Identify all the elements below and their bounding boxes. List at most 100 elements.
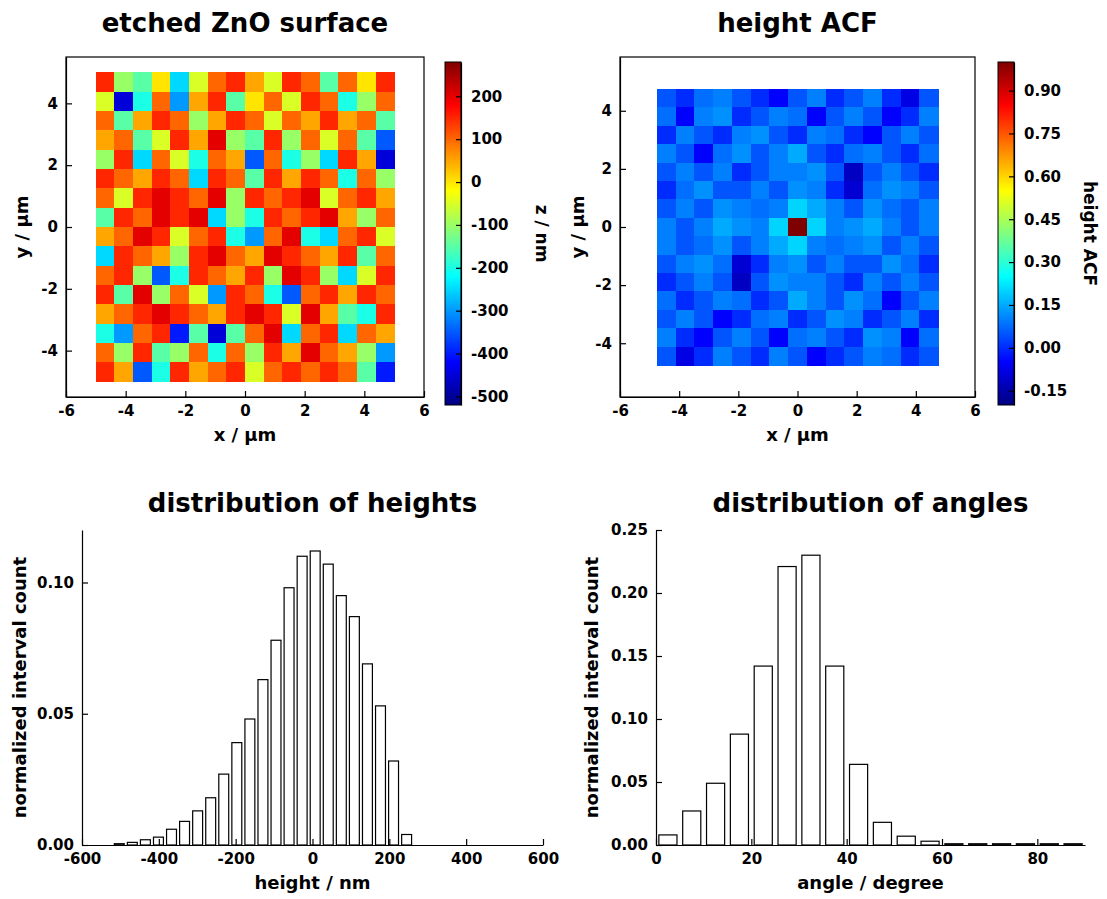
heatmap-cell <box>657 273 676 292</box>
heatmap-cell <box>826 126 845 145</box>
tick-label: 4 <box>602 102 612 120</box>
tick-label: 40 <box>837 850 858 868</box>
heatmap-cell <box>676 163 695 182</box>
tick: 0.20 <box>611 584 662 602</box>
heatmap-cell <box>282 246 301 266</box>
tick: 4 <box>48 95 72 113</box>
heatmap-cell <box>282 343 301 363</box>
tick-mark <box>1009 305 1014 306</box>
heatmap-cell <box>713 328 732 347</box>
heatmap-cell <box>114 227 133 247</box>
tick: 40 <box>837 839 858 868</box>
heatmap-cell <box>133 130 152 150</box>
tick-label: -2 <box>730 402 747 420</box>
tick-label: -4 <box>41 342 58 360</box>
heatmap-cell <box>694 347 713 366</box>
heatmap-cell <box>301 169 320 189</box>
histogram-bar <box>232 743 242 845</box>
heatmap-cell <box>245 246 264 266</box>
heatmap-cell <box>826 273 845 292</box>
heatmap-cell <box>919 255 938 274</box>
heatmap-cell <box>282 169 301 189</box>
heatmap-cell <box>919 144 938 163</box>
heatmap-cell <box>769 126 788 145</box>
heatmap-cell <box>152 266 171 286</box>
heatmap-cell <box>788 347 807 366</box>
heatmap-cell <box>882 199 901 218</box>
heatmap-cell <box>826 89 845 108</box>
heatmap-cell <box>226 92 245 112</box>
heatmap-cell <box>807 310 826 329</box>
heatmap-cell <box>919 328 938 347</box>
histogram-bar <box>323 564 333 845</box>
histogram-bar <box>921 841 939 845</box>
heatmap-cell <box>807 199 826 218</box>
heatmap-cell <box>788 89 807 108</box>
heatmap-cell <box>133 111 152 131</box>
heatmap-cell <box>807 273 826 292</box>
tick-mark <box>1009 262 1014 263</box>
heatmap-cell <box>676 181 695 200</box>
plot-frame <box>66 57 424 397</box>
heatmap-cell <box>152 130 171 150</box>
tick-mark <box>656 530 662 531</box>
heatmap-cell <box>114 246 133 266</box>
heatmap-cell <box>152 285 171 305</box>
heatmap-cell <box>152 150 171 170</box>
heatmap-cell <box>901 163 920 182</box>
tick-mark <box>82 714 88 715</box>
x-axis-title: x / µm <box>214 424 277 445</box>
heatmap-cell <box>826 199 845 218</box>
heatmap-cell <box>901 107 920 126</box>
heatmap-cell <box>844 144 863 163</box>
heatmap-cell <box>338 169 357 189</box>
heatmap-cell <box>338 227 357 247</box>
heatmap-cell <box>676 144 695 163</box>
heatmap-cell <box>264 324 283 344</box>
heatmap-cell <box>788 181 807 200</box>
heatmap-cell <box>338 246 357 266</box>
tick-mark <box>679 391 680 397</box>
colorbar <box>998 62 1014 405</box>
heatmap-cell <box>170 246 189 266</box>
heatmap-cell <box>170 227 189 247</box>
histogram-bar <box>193 811 203 845</box>
heatmap-cell <box>96 266 115 286</box>
heatmap-cell <box>357 285 376 305</box>
tick-label: 0.90 <box>1024 82 1061 100</box>
heatmap-cell <box>863 255 882 274</box>
heatmap-cell <box>208 169 227 189</box>
tick-label: 0 <box>651 850 661 868</box>
heatmap-cell <box>844 163 863 182</box>
heatmap-cell <box>226 246 245 266</box>
heatmap-cell <box>863 181 882 200</box>
tick-mark <box>456 225 461 226</box>
heatmap-cell <box>338 130 357 150</box>
heatmap-cell <box>114 208 133 228</box>
heatmap-cell <box>357 266 376 286</box>
heatmap-cell <box>114 111 133 131</box>
heatmap-cell <box>769 310 788 329</box>
heatmap-cell <box>170 188 189 208</box>
heatmap-cell <box>376 343 395 363</box>
heatmap-cell <box>96 111 115 131</box>
heatmap-cell <box>694 310 713 329</box>
heatmap-cell <box>732 291 751 310</box>
tick: 4 <box>602 102 626 120</box>
heatmap-cell <box>863 107 882 126</box>
histogram-bar <box>897 836 915 845</box>
heatmap-cell <box>133 150 152 170</box>
axis-line <box>621 397 976 398</box>
tick: -2 <box>41 280 72 298</box>
heatmap-cell <box>732 89 751 108</box>
tick-label: 0.75 <box>1024 125 1061 143</box>
tick-label: 100 <box>471 130 502 148</box>
heatmap-cell <box>357 227 376 247</box>
tick: -4 <box>595 335 626 353</box>
heatmap-cell <box>320 227 339 247</box>
heatmap-cell <box>826 347 845 366</box>
heatmap-cell <box>96 304 115 324</box>
heatmap-cell <box>863 291 882 310</box>
tick: 600 <box>528 839 559 868</box>
tick: -4 <box>118 391 135 420</box>
